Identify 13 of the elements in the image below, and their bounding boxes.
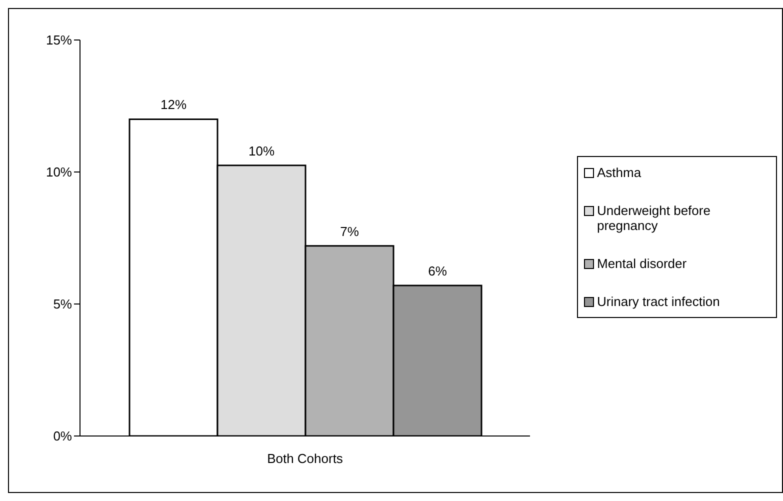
legend-label: Underweight before pregnancy bbox=[597, 203, 712, 233]
y-tick-label: 0% bbox=[53, 428, 72, 444]
legend-label: Mental disorder bbox=[597, 256, 687, 271]
y-tick-label: 10% bbox=[46, 164, 72, 180]
data-label: 6% bbox=[428, 264, 448, 279]
y-tick-label: 15% bbox=[46, 32, 72, 48]
data-label: 7% bbox=[340, 224, 360, 239]
y-tick-label: 5% bbox=[53, 296, 72, 312]
data-label: 10% bbox=[248, 143, 275, 158]
x-tick-label: Both Cohorts bbox=[267, 451, 344, 466]
data-label: 12% bbox=[160, 97, 187, 112]
legend-label: Urinary tract infection bbox=[597, 294, 720, 309]
legend-label: Asthma bbox=[597, 165, 642, 180]
